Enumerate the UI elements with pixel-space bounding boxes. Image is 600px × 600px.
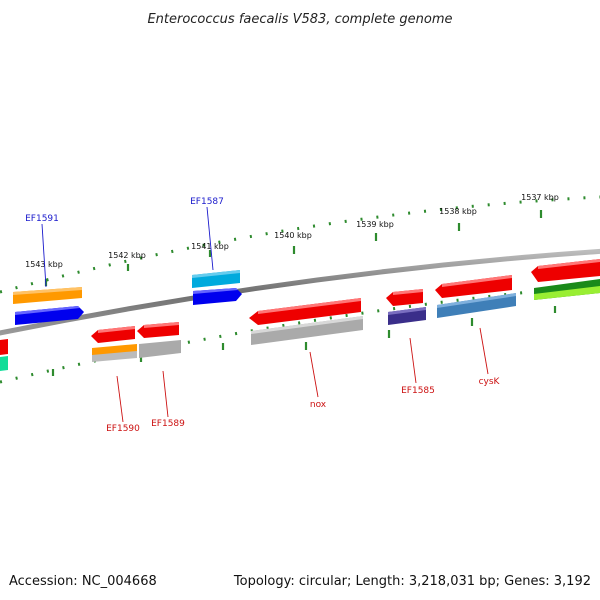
gene-label: EF1587: [190, 197, 224, 207]
gene-feature-ef1587-cyan: [192, 270, 240, 288]
gene-feature-left-edge: [0, 339, 8, 371]
tick-labels: 1543 kbp 1542 kbp 1541 kbp 1540 kbp 1539…: [25, 193, 559, 269]
gene-label: EF1590: [106, 424, 140, 434]
tick-label: 1537 kbp: [521, 193, 559, 202]
genome-summary: Topology: circular; Length: 3,218,031 bp…: [233, 574, 591, 589]
tick-label: 1538 kbp: [439, 207, 477, 216]
gene-feature-green-right: [534, 279, 600, 300]
gene-feature-red-right: [531, 259, 600, 282]
gene-feature-ef1590: [91, 326, 137, 362]
gene-label: cysK: [479, 377, 501, 387]
tick-label: 1541 kbp: [191, 242, 229, 251]
tick-label: 1543 kbp: [25, 260, 63, 269]
gene-feature-ef1589: [137, 322, 181, 358]
accession-label: Accession: NC_004668: [9, 574, 157, 589]
gene-label: nox: [310, 400, 327, 410]
gene-label: EF1589: [151, 419, 185, 429]
gene-feature-orange: [13, 287, 82, 304]
inner-tick-ring: [0, 283, 600, 384]
genome-backbone: [0, 248, 600, 336]
gene-labels: EF1591 EF1587 EF1590 EF1589 nox EF1585 c…: [25, 197, 500, 434]
gene-label: EF1585: [401, 386, 435, 396]
outer-major-ticks: [44, 210, 543, 286]
label-leaders: [41, 206, 489, 423]
tick-label: 1542 kbp: [108, 251, 146, 260]
gene-feature-nox: [249, 298, 363, 345]
tick-label: 1539 kbp: [356, 220, 394, 229]
inner-features: [0, 275, 516, 371]
gene-feature-blue: [15, 306, 84, 325]
gene-feature-ef1585: [386, 289, 426, 325]
outer-features: [13, 259, 600, 325]
map-title: Enterococcus faecalis V583, complete gen…: [147, 12, 452, 27]
gene-label: EF1591: [25, 214, 59, 224]
gene-feature-cysk: [435, 275, 516, 318]
gene-feature-ef1587-blue: [193, 288, 242, 305]
tick-label: 1540 kbp: [274, 231, 312, 240]
